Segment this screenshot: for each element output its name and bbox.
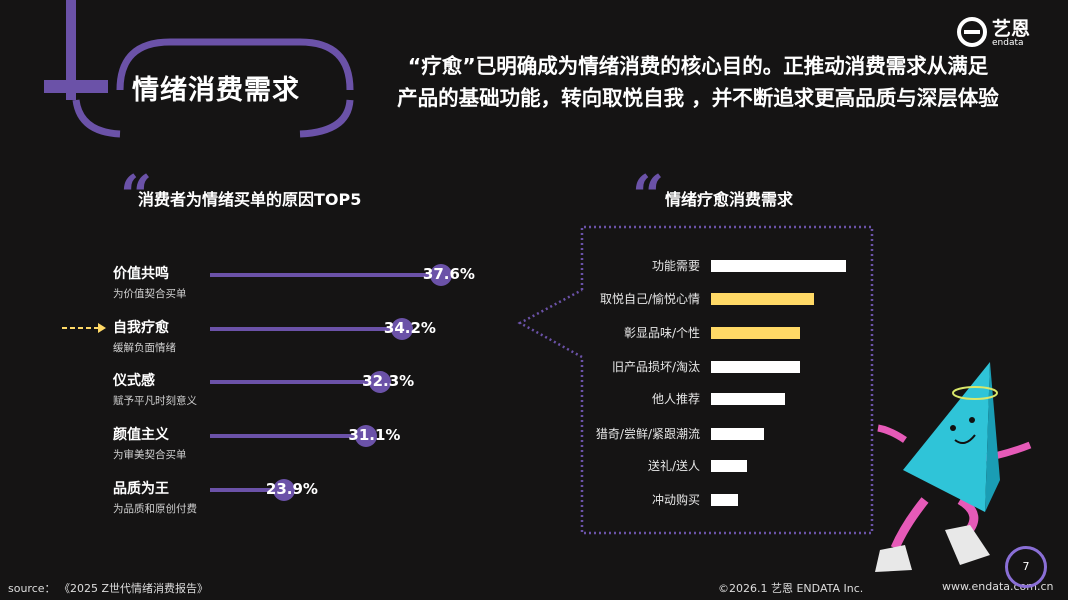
need-bar — [711, 494, 738, 506]
page-title: 情绪消费需求 — [132, 75, 300, 106]
reason-bar — [210, 380, 381, 384]
need-label: 他人推荐 — [651, 392, 700, 406]
need-label: 彰显品味/个性 — [623, 326, 700, 340]
need-bar — [711, 293, 814, 305]
reason-subtitle: 赋予平凡时刻意义 — [113, 395, 197, 407]
left-chart-title: 消费者为情绪买单的原因TOP5 — [138, 190, 362, 209]
speech-bubble-border — [517, 225, 874, 535]
reason-label: 仪式感 — [113, 373, 155, 389]
arrow-head-icon — [98, 323, 106, 333]
reason-value-label: 32.3% — [362, 372, 415, 390]
endata-logo: 艺恩 endata — [956, 16, 1046, 50]
reason-label: 自我疗愈 — [113, 320, 169, 336]
reason-subtitle: 为品质和原创付费 — [113, 503, 197, 515]
copyright: ©2026.1 艺恩 ENDATA Inc. — [718, 582, 864, 595]
logo-e-icon — [957, 17, 987, 47]
reason-value-label: 34.2% — [383, 319, 436, 337]
headline-line-1: “疗愈”已明确成为情绪消费的核心目的。正推动消费需求从满足 — [407, 54, 989, 78]
reason-label: 颜值主义 — [113, 427, 169, 443]
need-label: 功能需要 — [651, 259, 700, 273]
need-bar — [711, 393, 786, 405]
quote-mark-icon: “ — [632, 163, 665, 229]
need-bar — [711, 428, 764, 440]
quote-mark-icon: “ — [120, 163, 153, 229]
need-bar — [711, 460, 748, 472]
reason-value-label: 37.6% — [422, 265, 475, 283]
need-label: 取悦自己/愉悦心情 — [599, 292, 700, 306]
reason-bar — [210, 488, 284, 492]
mascot-illustration — [875, 362, 1032, 572]
right-chart-title: 情绪疗愈消费需求 — [665, 190, 794, 209]
reason-bar-end-dot — [272, 479, 295, 501]
reason-bar-end-dot — [369, 371, 392, 393]
reason-bar-end-dot — [390, 318, 413, 340]
reason-bar — [210, 434, 367, 438]
need-bar — [711, 327, 801, 339]
reason-subtitle: 为审美契合买单 — [113, 449, 187, 461]
reason-label: 价值共鸣 — [113, 266, 169, 282]
reason-subtitle: 缓解负面情绪 — [113, 342, 176, 354]
reason-value-label: 31.1% — [348, 426, 401, 444]
logo-text-en: endata — [992, 38, 1024, 48]
headline-line-2: 产品的基础功能，转向取悦自我 ，并不断追求更高品质与深层体验 — [397, 86, 999, 110]
need-bar — [711, 260, 846, 272]
reason-bar — [210, 327, 402, 331]
need-label: 冲动购买 — [651, 493, 700, 507]
need-label: 旧产品损坏/淘汰 — [611, 360, 700, 374]
need-label: 猎奇/尝鲜/紧跟潮流 — [595, 427, 700, 441]
logo-text-cn: 艺恩 — [992, 18, 1031, 40]
need-bar — [711, 361, 801, 373]
source-note: source： 《2025 Z世代情绪消费报告》 — [8, 582, 209, 595]
page-number: 7 — [1005, 546, 1047, 588]
reason-bar — [210, 273, 441, 277]
headline: “疗愈”已明确成为情绪消费的核心目的。正推动消费需求从满足 产品的基础功能，转向… — [368, 50, 1028, 114]
reason-bar-end-dot — [429, 264, 452, 286]
need-label: 送礼/送人 — [647, 459, 700, 473]
reason-value-label: 23.9% — [265, 480, 318, 498]
reason-subtitle: 为价值契合买单 — [113, 288, 187, 300]
reason-bar-end-dot — [355, 425, 378, 447]
reason-label: 品质为王 — [113, 481, 169, 497]
